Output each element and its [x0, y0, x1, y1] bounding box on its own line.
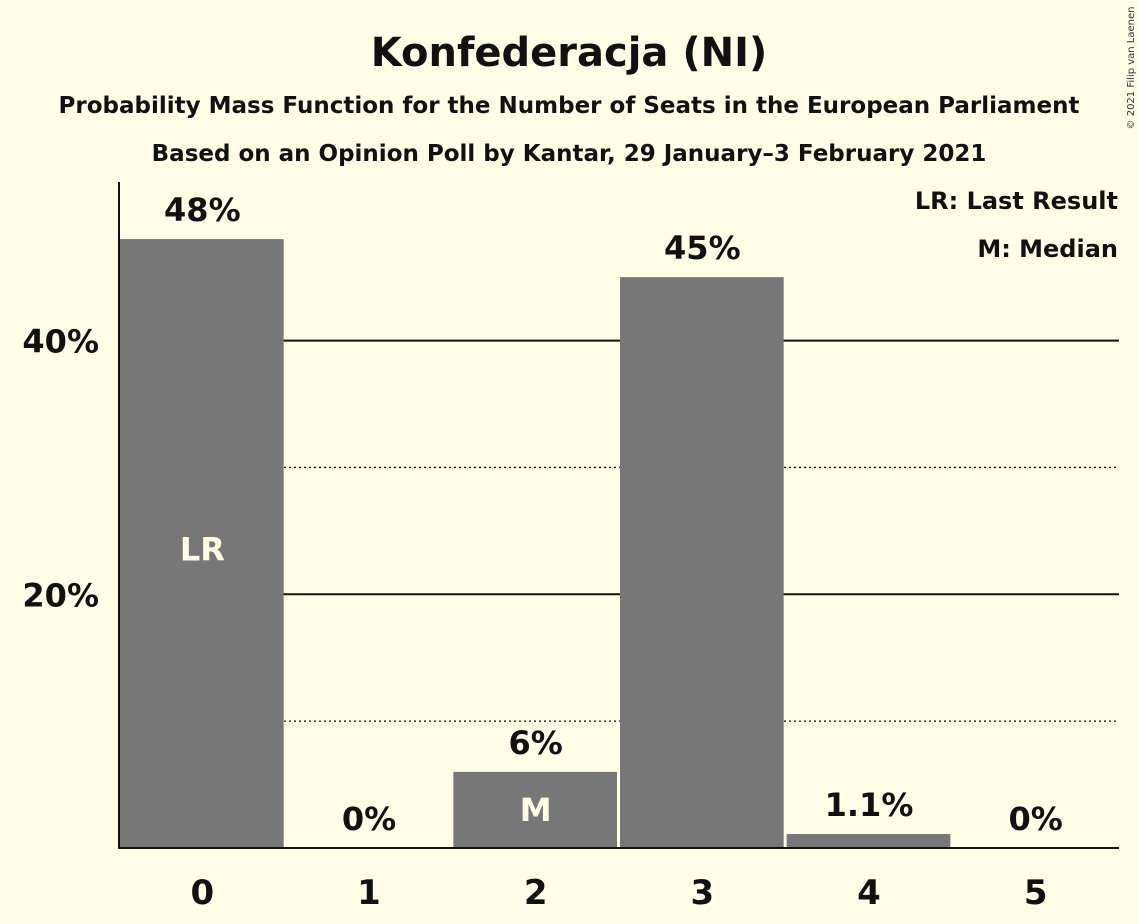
bar-annotation-m: M [520, 791, 552, 829]
legend-median: M: Median [977, 235, 1118, 263]
bar-2 [453, 771, 617, 848]
chart-title: Konfederacja (NI) [371, 30, 768, 76]
y-tick-label: 20% [22, 576, 99, 614]
data-label-3: 45% [664, 229, 741, 267]
copyright: © 2021 Filip van Laenen [1126, 7, 1137, 130]
bar-3 [620, 277, 784, 849]
chart-subtitle: Probability Mass Function for the Number… [59, 93, 1080, 119]
bars [120, 239, 951, 849]
x-tick-label: 3 [690, 873, 714, 913]
data-label-2: 6% [509, 724, 563, 762]
x-tick-label: 4 [857, 873, 881, 913]
x-tick-label: 0 [190, 873, 214, 913]
data-label-0: 48% [164, 191, 241, 229]
bar-0 [120, 239, 284, 849]
x-tick-label: 5 [1024, 873, 1048, 913]
data-label-4: 1.1% [825, 786, 914, 824]
data-label-1: 0% [342, 800, 396, 838]
gridlines [119, 339, 1119, 722]
x-tick-label: 1 [357, 873, 381, 913]
chart-source: Based on an Opinion Poll by Kantar, 29 J… [152, 141, 987, 167]
y-tick-label: 40% [22, 323, 99, 361]
x-tick-label: 2 [524, 873, 548, 913]
legend-last-result: LR: Last Result [915, 187, 1118, 215]
data-label-5: 0% [1009, 800, 1063, 838]
bar-4 [786, 834, 951, 848]
bar-annotation-lr: LR [180, 531, 225, 569]
